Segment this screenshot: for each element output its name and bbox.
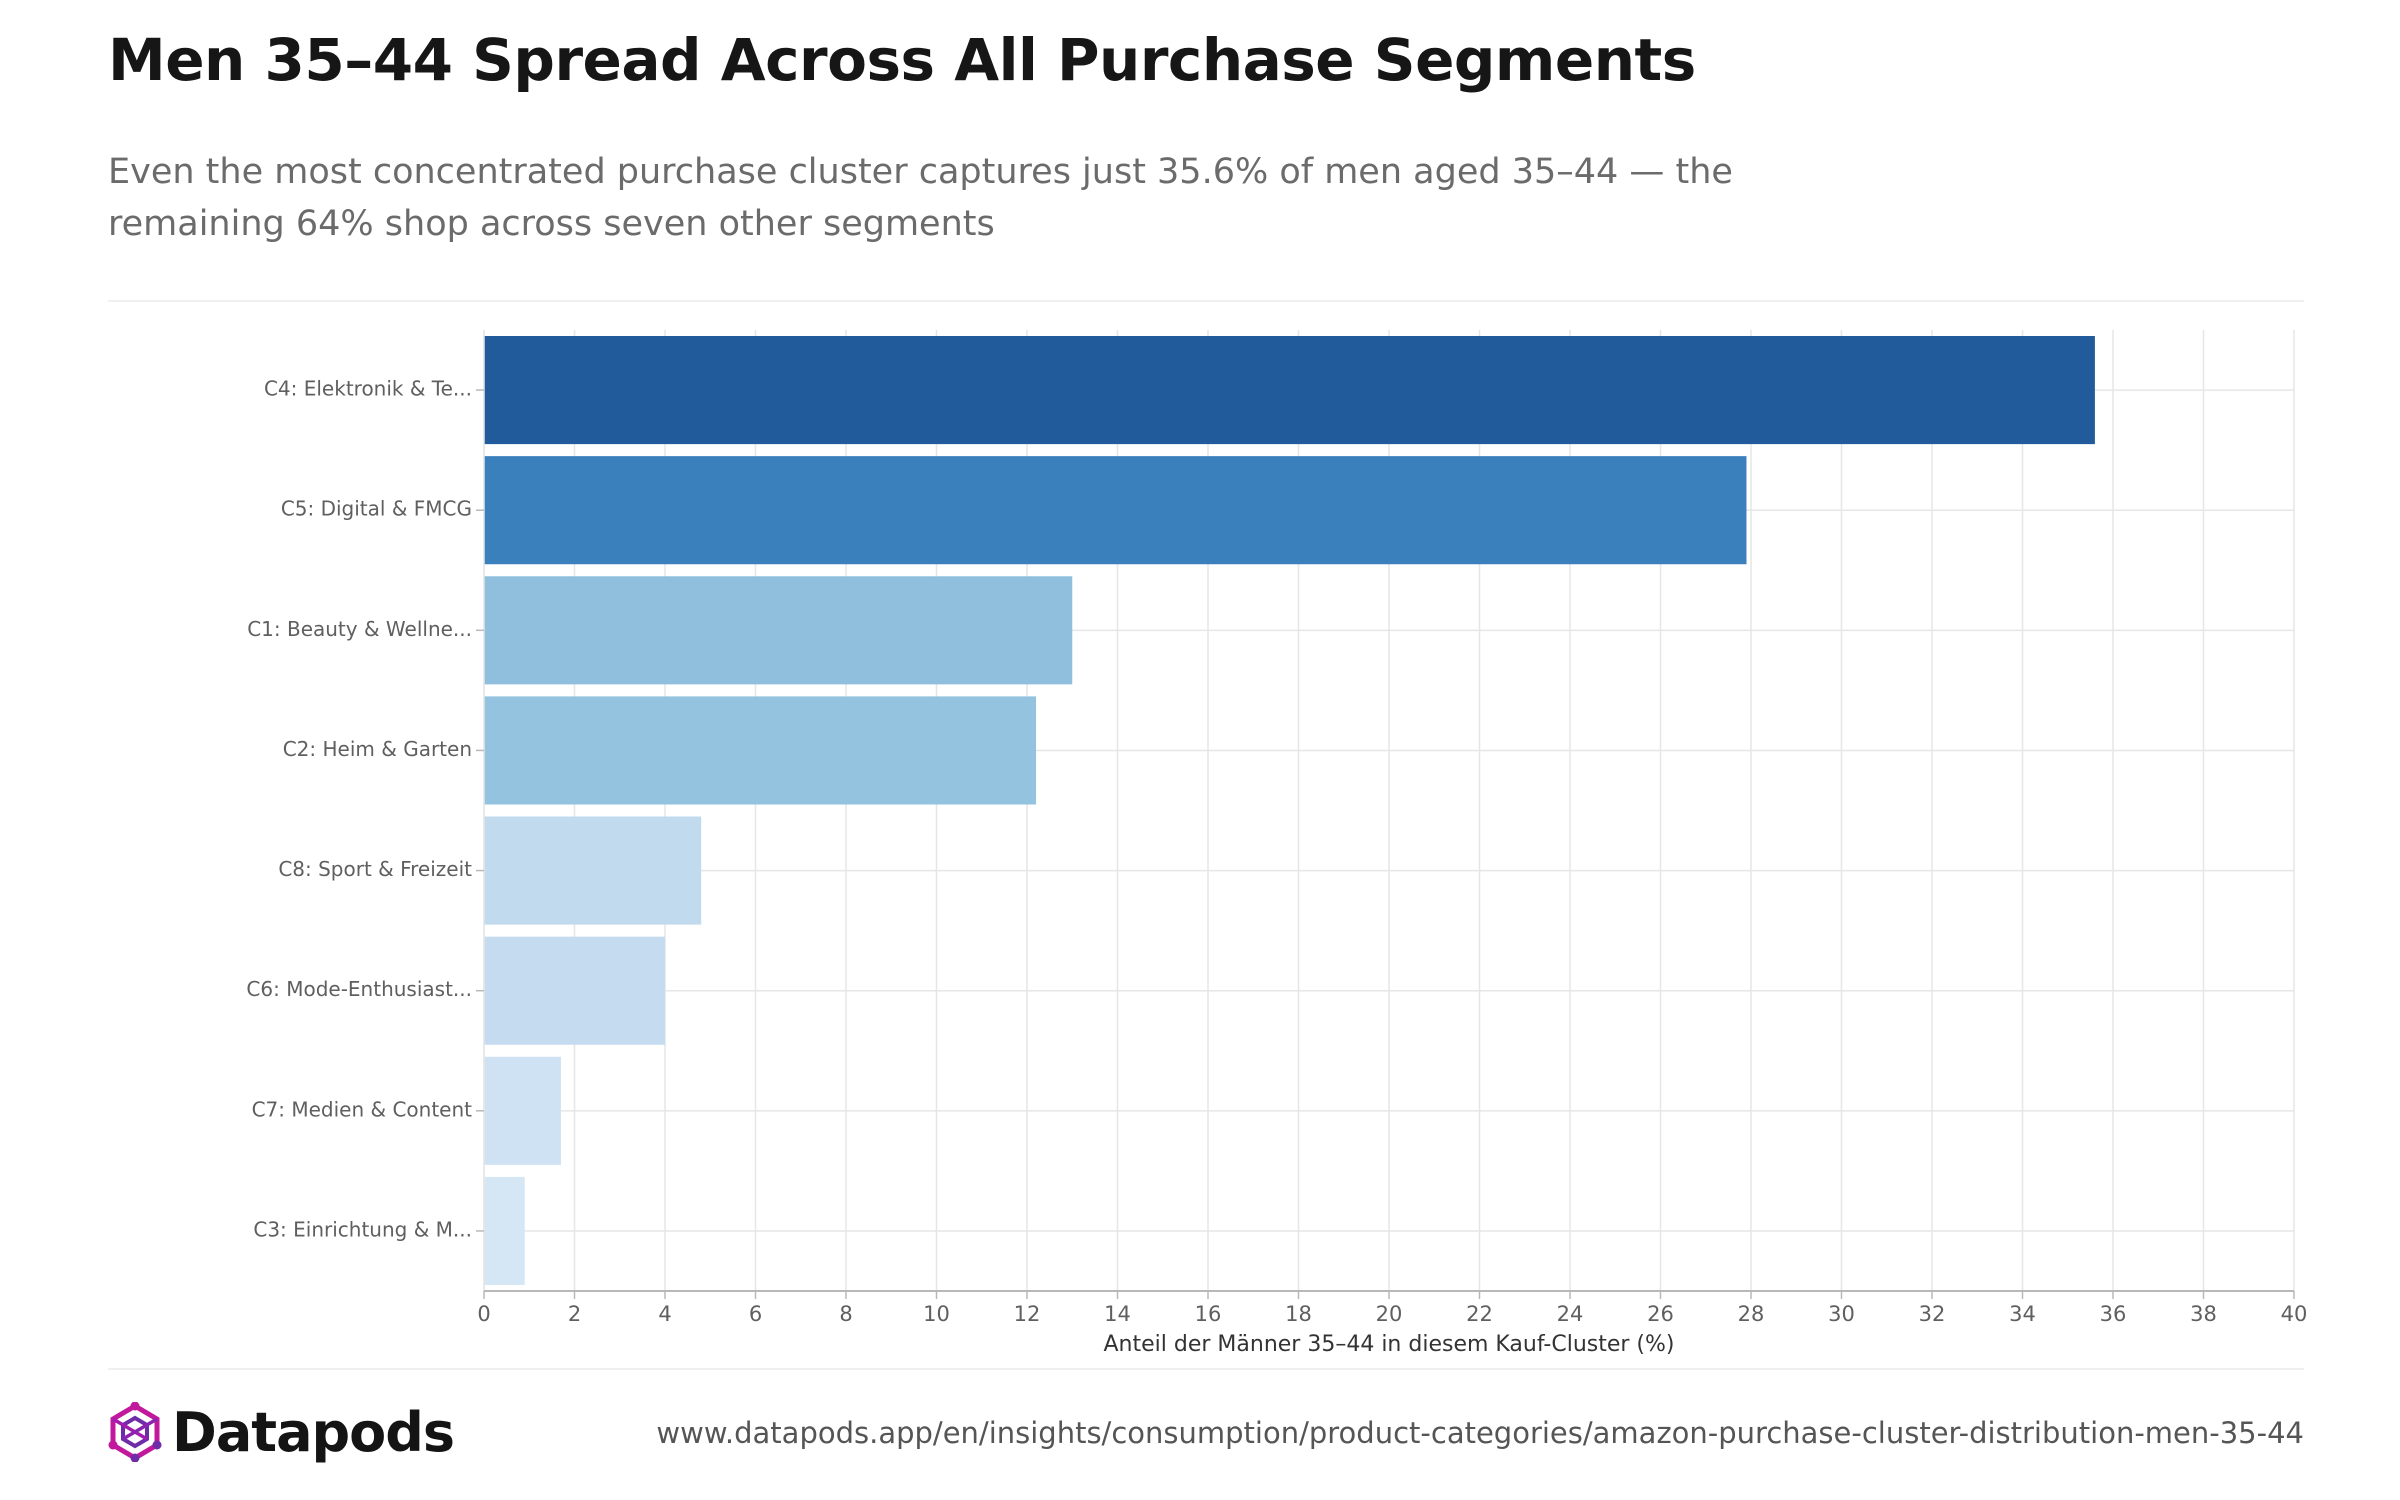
category-label: C3: Einrichtung & M... bbox=[253, 1217, 472, 1241]
chart-subtitle: Even the most concentrated purchase clus… bbox=[108, 152, 1733, 244]
chart-title: Men 35–44 Spread Across All Purchase Seg… bbox=[108, 26, 1696, 94]
x-tick-label: 38 bbox=[2190, 1302, 2217, 1326]
x-tick-label: 4 bbox=[658, 1302, 671, 1326]
x-tick-label: 14 bbox=[1104, 1302, 1131, 1326]
datapods-logo-icon bbox=[108, 1402, 162, 1462]
bar bbox=[484, 696, 1037, 805]
category-label: C5: Digital & FMCG bbox=[281, 497, 472, 521]
x-tick-label: 10 bbox=[923, 1302, 950, 1326]
bar bbox=[484, 336, 2095, 445]
bar bbox=[484, 1056, 561, 1165]
x-tick-label: 16 bbox=[1195, 1302, 1222, 1326]
source-link[interactable]: www.datapods.app/en/insights/consumption… bbox=[656, 1416, 2304, 1450]
category-label: C4: Elektronik & Te... bbox=[264, 377, 472, 401]
x-axis-title: Anteil der Männer 35–44 in diesem Kauf-C… bbox=[1104, 1332, 1675, 1357]
axes: C4: Elektronik & Te... C5: Digital & FMCG… bbox=[246, 330, 2307, 1357]
x-tick-label: 6 bbox=[749, 1302, 762, 1326]
bar bbox=[484, 1176, 525, 1285]
x-tick-label: 22 bbox=[1466, 1302, 1493, 1326]
x-tick-label: 2 bbox=[568, 1302, 581, 1326]
x-tick-label: 30 bbox=[1828, 1302, 1855, 1326]
x-tick-label: 20 bbox=[1376, 1302, 1403, 1326]
x-tick-label: 24 bbox=[1557, 1302, 1584, 1326]
x-tick-label: 0 bbox=[477, 1302, 490, 1326]
x-tick-label: 18 bbox=[1285, 1302, 1312, 1326]
bar bbox=[484, 936, 665, 1045]
x-tick-label: 40 bbox=[2281, 1302, 2308, 1326]
brand-name: Datapods bbox=[172, 1400, 455, 1464]
x-tick-label: 8 bbox=[839, 1302, 852, 1326]
category-label: C1: Beauty & Wellne... bbox=[247, 617, 472, 641]
footer-divider bbox=[108, 1368, 2304, 1370]
category-label: C7: Medien & Content bbox=[252, 1097, 473, 1121]
x-tick-label: 34 bbox=[2009, 1302, 2036, 1326]
category-label: C6: Mode-Enthusiast... bbox=[246, 977, 472, 1001]
x-tick-label: 12 bbox=[1014, 1302, 1041, 1326]
bar bbox=[484, 816, 702, 925]
bar bbox=[484, 576, 1073, 685]
bars bbox=[484, 336, 2095, 1285]
bar-chart: C4: Elektronik & Te... C5: Digital & FMCG… bbox=[246, 330, 2307, 1357]
x-tick-label: 28 bbox=[1738, 1302, 1765, 1326]
x-tick-label: 36 bbox=[2100, 1302, 2127, 1326]
category-label: C8: Sport & Freizeit bbox=[278, 857, 472, 881]
x-tick-label: 26 bbox=[1647, 1302, 1674, 1326]
brand-logo[interactable]: Datapods bbox=[108, 1400, 455, 1464]
x-tick-label: 32 bbox=[1919, 1302, 1946, 1326]
header-divider bbox=[108, 300, 2304, 302]
category-label: C2: Heim & Garten bbox=[283, 737, 472, 761]
bar bbox=[484, 456, 1747, 565]
